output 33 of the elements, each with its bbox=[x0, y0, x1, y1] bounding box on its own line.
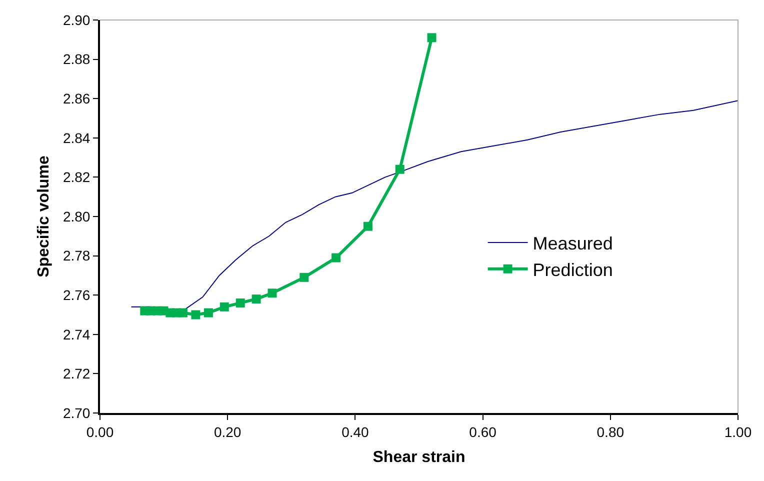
y-tick-label: 2.82 bbox=[62, 169, 90, 186]
point bbox=[204, 308, 213, 318]
x-tick-label: 0.40 bbox=[342, 424, 370, 440]
x-tick-label: 0.00 bbox=[86, 424, 114, 440]
y-tick-label: 2.74 bbox=[62, 326, 90, 342]
y-tick-label: 2.88 bbox=[62, 51, 90, 68]
x-tick-label: 0.20 bbox=[214, 424, 242, 440]
y-tick-label: 2.80 bbox=[62, 208, 90, 224]
y-tick-label: 2.78 bbox=[62, 248, 90, 264]
point bbox=[252, 294, 261, 304]
y-tick-label: 2.86 bbox=[62, 90, 90, 106]
x-tick-label: 0.80 bbox=[596, 424, 624, 440]
point bbox=[268, 288, 277, 298]
point bbox=[191, 310, 200, 320]
point bbox=[427, 33, 436, 42]
point bbox=[300, 272, 309, 282]
point bbox=[332, 253, 341, 262]
y-tick-label: 2.90 bbox=[62, 12, 90, 28]
x-tick-label: 0.60 bbox=[469, 424, 497, 440]
legend-label: Measured bbox=[532, 234, 613, 254]
point bbox=[395, 164, 404, 174]
y-tick-label: 2.84 bbox=[62, 130, 90, 146]
point bbox=[178, 308, 188, 318]
y-tick-label: 2.76 bbox=[62, 287, 90, 303]
point bbox=[236, 298, 245, 308]
y-axis-title: Specific volume bbox=[35, 155, 52, 278]
legend-label: Prediction bbox=[532, 260, 613, 280]
point bbox=[363, 222, 372, 231]
point bbox=[220, 302, 229, 312]
y-tick-label: 2.70 bbox=[62, 404, 90, 421]
y-tick-label: 2.72 bbox=[62, 366, 90, 382]
x-axis-title: Shear strain bbox=[372, 449, 466, 466]
x-tick-label: 1.00 bbox=[724, 424, 752, 440]
